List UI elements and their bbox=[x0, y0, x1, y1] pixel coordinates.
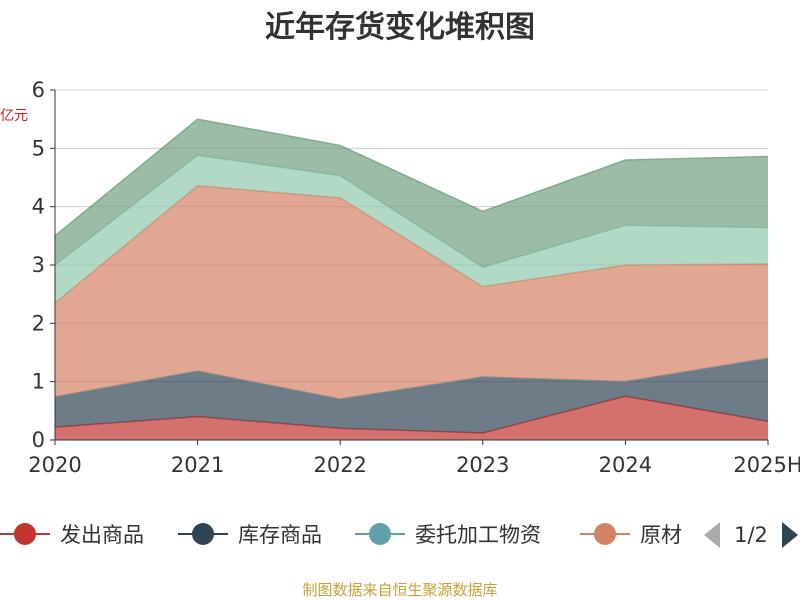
area-1 bbox=[55, 358, 768, 433]
legend[interactable]: 发出商品 库存商品 委托加工物资 原材 1/2 bbox=[0, 522, 798, 548]
y-tick-label: 4 bbox=[32, 195, 45, 219]
x-tick-label: 2020 bbox=[28, 453, 81, 477]
y-tick-label: 5 bbox=[32, 136, 45, 160]
legend-item[interactable]: 原材 bbox=[580, 523, 682, 547]
legend-marker bbox=[594, 523, 616, 545]
legend-item[interactable]: 委托加工物资 bbox=[355, 523, 541, 547]
legend-marker bbox=[192, 523, 214, 545]
area-5 bbox=[55, 119, 768, 268]
legend-next-icon[interactable] bbox=[782, 522, 798, 548]
legend-item[interactable]: 发出商品 bbox=[0, 523, 144, 547]
legend-prev-icon[interactable] bbox=[704, 522, 720, 548]
legend-page-indicator: 1/2 bbox=[734, 523, 768, 547]
x-tick-label: 2022 bbox=[313, 453, 366, 477]
y-tick-label: 2 bbox=[32, 311, 45, 335]
area-series bbox=[54, 118, 769, 440]
area-3 bbox=[55, 185, 768, 400]
legend-label: 发出商品 bbox=[60, 523, 144, 547]
x-tick-label: 2023 bbox=[456, 453, 509, 477]
axes: 0 1 2 3 4 5 6 2020 2021 2022 2023 2024 2025H bbox=[28, 78, 800, 477]
legend-label: 库存商品 bbox=[238, 523, 322, 547]
y-axis-label: 亿元 bbox=[0, 108, 28, 124]
series-line-2 bbox=[54, 357, 769, 400]
legend-label: 原材 bbox=[640, 523, 682, 547]
data-source: 制图数据来自恒生聚源数据库 bbox=[302, 581, 497, 599]
chart-title: 近年存货变化堆积图 bbox=[265, 10, 535, 45]
series-line-5 bbox=[54, 118, 769, 237]
x-tick-label: 2025H bbox=[733, 453, 800, 477]
y-tick-label: 0 bbox=[32, 428, 45, 452]
x-tick-label: 2021 bbox=[171, 453, 224, 477]
y-tick-label: 3 bbox=[32, 253, 45, 277]
legend-marker bbox=[14, 523, 36, 545]
y-tick-label: 6 bbox=[32, 78, 45, 102]
x-tick-label: 2024 bbox=[599, 453, 652, 477]
y-tick-label: 1 bbox=[32, 370, 45, 394]
legend-item[interactable]: 库存商品 bbox=[178, 523, 322, 547]
legend-label: 委托加工物资 bbox=[415, 523, 541, 547]
area-0 bbox=[55, 396, 768, 440]
area-4 bbox=[55, 155, 768, 303]
legend-marker bbox=[369, 523, 391, 545]
